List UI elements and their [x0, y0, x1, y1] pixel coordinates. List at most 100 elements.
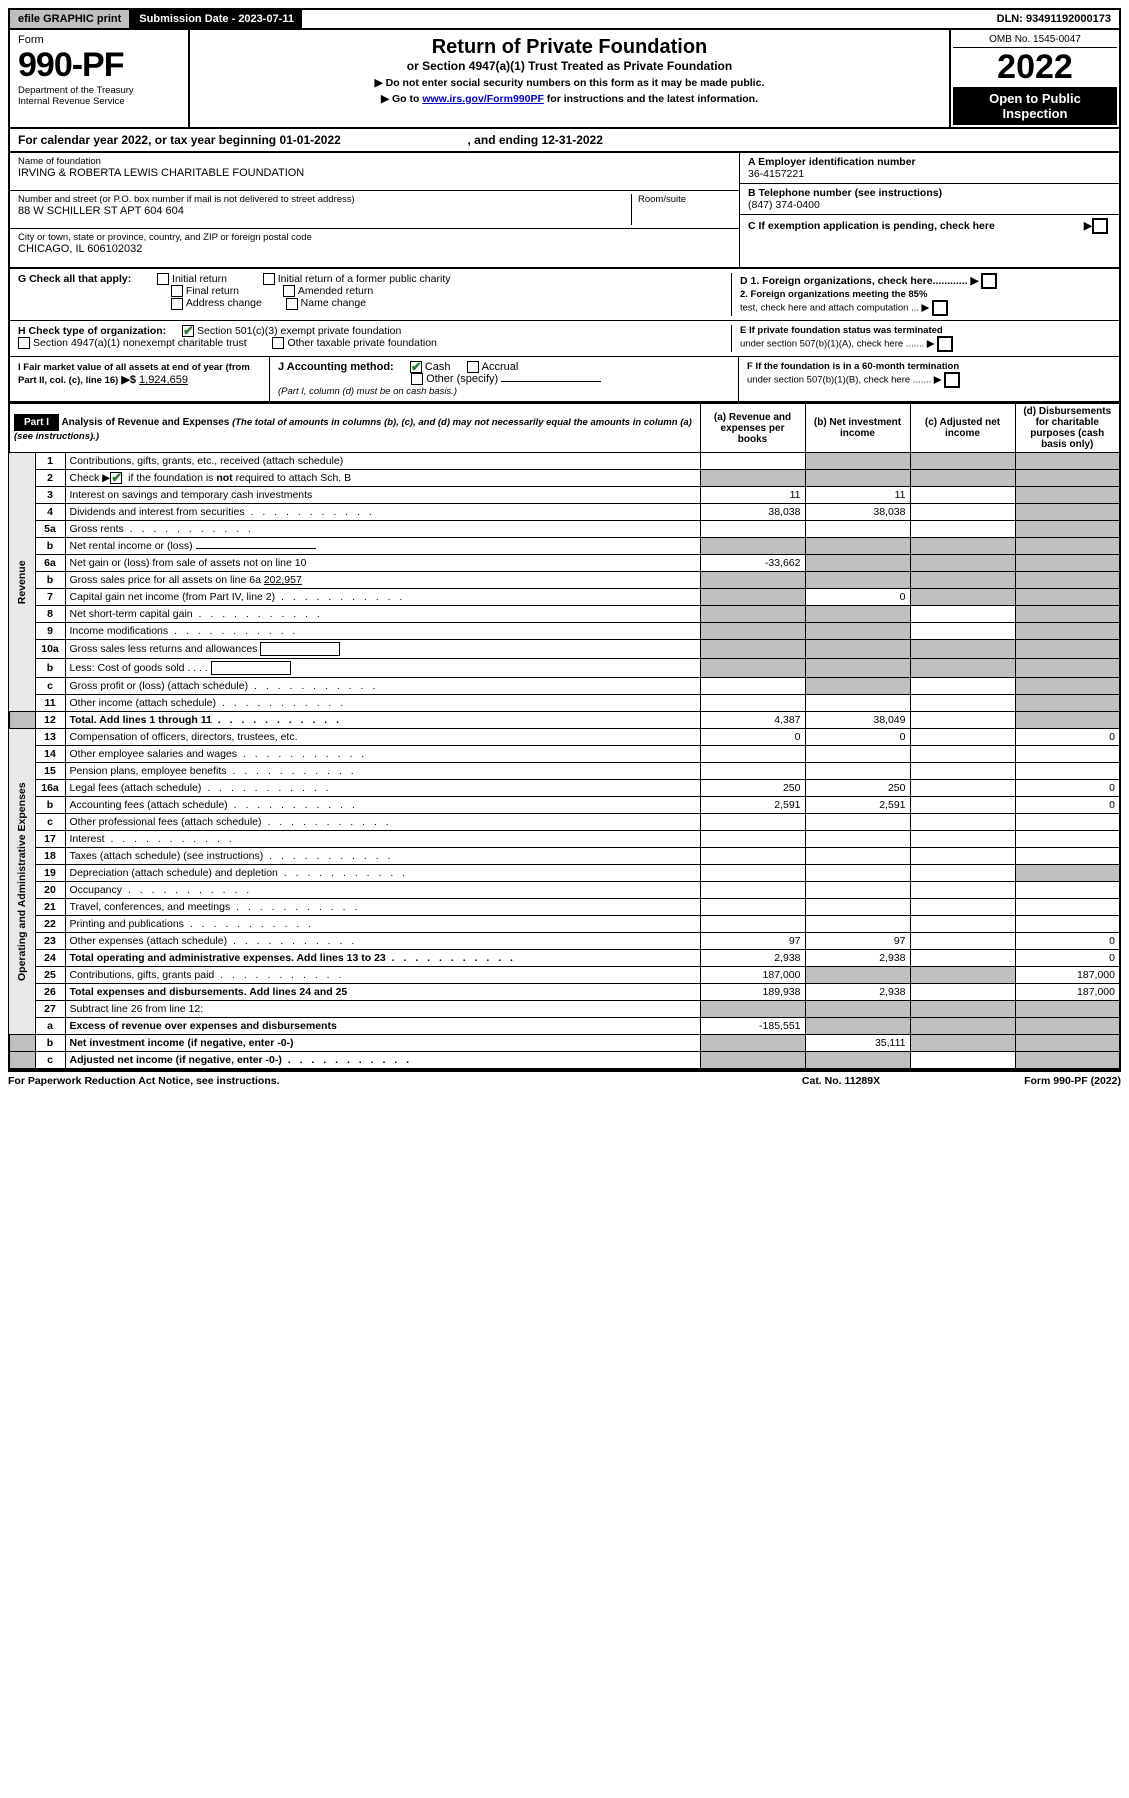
cal-year-end: , and ending 12-31-2022	[468, 133, 603, 147]
line-1-label: Contributions, gifts, grants, etc., rece…	[65, 453, 700, 470]
line-6b-label: Gross sales price for all assets on line…	[65, 572, 700, 589]
ein-value: 36-4157221	[748, 168, 1111, 180]
line-13-label: Compensation of officers, directors, tru…	[65, 729, 700, 746]
ein-label: A Employer identification number	[748, 156, 1111, 168]
l24-a: 2,938	[700, 950, 805, 967]
addr-label: Number and street (or P.O. box number if…	[18, 194, 631, 205]
l12-a: 4,387	[700, 712, 805, 729]
l13-b: 0	[805, 729, 910, 746]
other-method-label: Other (specify)	[426, 373, 498, 385]
j-note: (Part I, column (d) must be on cash basi…	[278, 386, 457, 397]
l4-a: 38,038	[700, 504, 805, 521]
line-10a-label: Gross sales less returns and allowances	[65, 640, 700, 659]
name-change-checkbox[interactable]	[286, 298, 298, 310]
l16b-d: 0	[1015, 797, 1120, 814]
instr-goto: ▶ Go to www.irs.gov/Form990PF for instru…	[196, 93, 943, 105]
cash-checkbox[interactable]	[410, 361, 422, 373]
foreign-85-checkbox[interactable]	[932, 300, 948, 316]
l26-b: 2,938	[805, 984, 910, 1001]
line-11-label: Other income (attach schedule)	[65, 695, 700, 712]
name-change-label: Name change	[301, 297, 366, 309]
g-label: G Check all that apply:	[18, 273, 131, 285]
form-title: Return of Private Foundation	[196, 36, 943, 59]
line-16c-label: Other professional fees (attach schedule…	[65, 814, 700, 831]
foundation-name: IRVING & ROBERTA LEWIS CHARITABLE FOUNDA…	[18, 167, 731, 179]
other-method-checkbox[interactable]	[411, 373, 423, 385]
line-18-label: Taxes (attach schedule) (see instruction…	[65, 848, 700, 865]
l16a-d: 0	[1015, 780, 1120, 797]
address-change-checkbox[interactable]	[171, 298, 183, 310]
f-label: F If the foundation is in a 60-month ter…	[747, 361, 959, 372]
line-7-label: Capital gain net income (from Part IV, l…	[65, 589, 700, 606]
instr-goto-suffix: for instructions and the latest informat…	[544, 93, 758, 105]
status-terminated-checkbox[interactable]	[937, 336, 953, 352]
line-27-label: Subtract line 26 from line 12:	[65, 1001, 700, 1018]
l16a-a: 250	[700, 780, 805, 797]
l24-b: 2,938	[805, 950, 910, 967]
foreign-org-checkbox[interactable]	[981, 273, 997, 289]
4947a1-checkbox[interactable]	[18, 337, 30, 349]
l3-a: 11	[700, 487, 805, 504]
l13-a: 0	[700, 729, 805, 746]
exemption-pending-label: C If exemption application is pending, c…	[748, 220, 1084, 232]
line-27c-label: Adjusted net income (if negative, enter …	[65, 1052, 700, 1070]
l24-d: 0	[1015, 950, 1120, 967]
501c3-label: Section 501(c)(3) exempt private foundat…	[197, 325, 401, 337]
dept-treasury: Department of the Treasury	[18, 85, 180, 96]
line-2-label: Check ▶ if the foundation is not require…	[65, 470, 700, 487]
revenue-section-label: Revenue	[9, 453, 35, 712]
line-num: 1	[35, 453, 65, 470]
line-16a-label: Legal fees (attach schedule)	[65, 780, 700, 797]
part1-table: Part I Analysis of Revenue and Expenses …	[8, 403, 1121, 1070]
l27a-a: -185,551	[700, 1018, 805, 1035]
g-d-row: G Check all that apply: Initial return I…	[8, 269, 1121, 403]
cal-year-begin: For calendar year 2022, or tax year begi…	[18, 133, 341, 147]
accrual-label: Accrual	[482, 361, 519, 373]
l12-b: 38,049	[805, 712, 910, 729]
final-return-checkbox[interactable]	[171, 285, 183, 297]
pra-notice: For Paperwork Reduction Act Notice, see …	[8, 1075, 741, 1087]
l25-a: 187,000	[700, 967, 805, 984]
initial-former-checkbox[interactable]	[263, 273, 275, 285]
footer-row: For Paperwork Reduction Act Notice, see …	[8, 1070, 1121, 1090]
tax-year: 2022	[953, 48, 1117, 87]
amended-return-checkbox[interactable]	[283, 285, 295, 297]
line-26-label: Total expenses and disbursements. Add li…	[65, 984, 700, 1001]
schb-not-required-checkbox[interactable]	[110, 472, 122, 484]
line-10c-label: Gross profit or (loss) (attach schedule)	[65, 678, 700, 695]
l16b-b: 2,591	[805, 797, 910, 814]
501c3-checkbox[interactable]	[182, 325, 194, 337]
60month-checkbox[interactable]	[944, 372, 960, 388]
line-24-label: Total operating and administrative expen…	[65, 950, 700, 967]
l26-a: 189,938	[700, 984, 805, 1001]
d2-label: 2. Foreign organizations meeting the 85%…	[740, 289, 1111, 316]
name-label: Name of foundation	[18, 156, 731, 167]
l13-d: 0	[1015, 729, 1120, 746]
exemption-pending-checkbox[interactable]	[1092, 218, 1108, 234]
line-14-label: Other employee salaries and wages	[65, 746, 700, 763]
efile-print-button[interactable]: efile GRAPHIC print	[10, 10, 131, 28]
line-5a-label: Gross rents	[65, 521, 700, 538]
line-10b-label: Less: Cost of goods sold . . . .	[65, 659, 700, 678]
form990pf-link[interactable]: www.irs.gov/Form990PF	[422, 93, 544, 105]
i-arrow: ▶$	[121, 374, 136, 386]
arrow-icon: ▶	[1084, 220, 1092, 232]
open-to-public: Open to Public Inspection	[953, 87, 1117, 125]
accrual-checkbox[interactable]	[467, 361, 479, 373]
form-word: Form	[18, 34, 180, 46]
line-23-label: Other expenses (attach schedule)	[65, 933, 700, 950]
4947a1-label: Section 4947(a)(1) nonexempt charitable …	[33, 337, 247, 349]
irs-label: Internal Revenue Service	[18, 96, 180, 107]
initial-former-label: Initial return of a former public charit…	[278, 273, 451, 285]
l6a-a: -33,662	[700, 555, 805, 572]
final-return-label: Final return	[186, 285, 239, 297]
initial-return-checkbox[interactable]	[157, 273, 169, 285]
l26-d: 187,000	[1015, 984, 1120, 1001]
col-c-header: (c) Adjusted net income	[910, 404, 1015, 453]
line-15-label: Pension plans, employee benefits	[65, 763, 700, 780]
line-6a-label: Net gain or (loss) from sale of assets n…	[65, 555, 700, 572]
l7-b: 0	[805, 589, 910, 606]
other-taxable-checkbox[interactable]	[272, 337, 284, 349]
l23-a: 97	[700, 933, 805, 950]
line-27b-label: Net investment income (if negative, ente…	[65, 1035, 700, 1052]
